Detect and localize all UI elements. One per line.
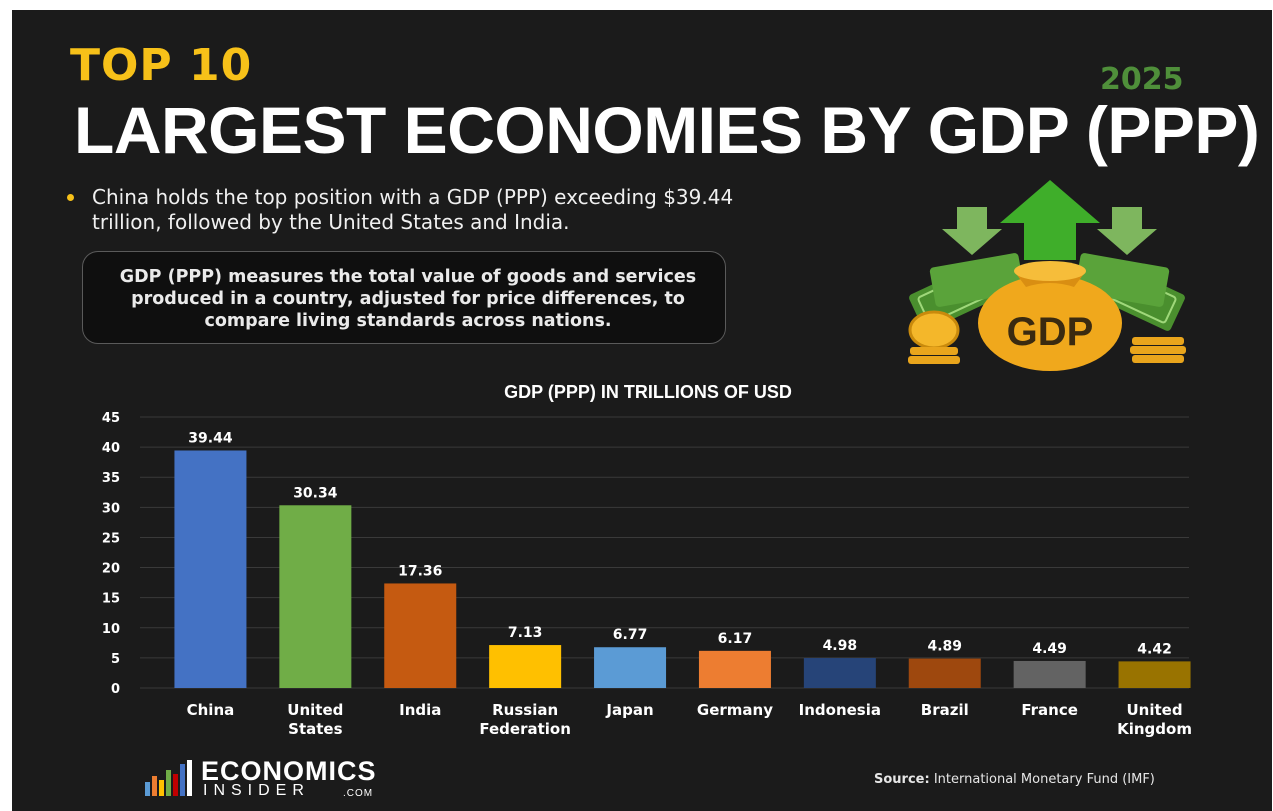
x-tick-label-line: United [287, 701, 343, 719]
x-tick-label-line: States [288, 720, 342, 738]
bar [489, 645, 562, 688]
definition-box [82, 251, 726, 344]
bar-value-label: 4.49 [1032, 641, 1067, 657]
source-label: Source: [874, 772, 930, 787]
x-tick-label-line: Germany [697, 701, 773, 719]
kicker-title: TOP 10 [70, 40, 253, 91]
y-tick-label: 0 [111, 682, 120, 697]
bar-value-label: 4.42 [1137, 641, 1172, 657]
bar [803, 658, 876, 688]
x-tick-label: Indonesia [799, 701, 881, 719]
x-tick-label: Brazil [921, 701, 969, 719]
x-tick-label-line: France [1021, 701, 1078, 719]
data-labels: 39.44 30.34 17.36 7.13 6.77 6.17 4.98 4.89 4.49 4… [188, 430, 1172, 657]
bar [384, 583, 457, 688]
bar [698, 650, 771, 688]
logo-wordmark-insider: INSIDER [203, 782, 310, 799]
bag-label: GDP [1007, 310, 1094, 354]
x-tick-label-line: Indonesia [799, 701, 881, 719]
x-tick-label: United States [287, 701, 343, 738]
bar-chart: GDP (PPP) IN TRILLIONS OF USD 0 5 10 15 20 25… [102, 382, 1192, 738]
logo-wordmark-domain: .COM [343, 788, 374, 799]
bar-value-label: 4.98 [823, 638, 858, 654]
bar [594, 647, 667, 688]
page-title: LARGEST ECONOMIES BY GDP (PPP) [74, 93, 1260, 167]
gdp-illustration: GDP [908, 180, 1186, 371]
y-tick-label: 25 [102, 531, 120, 546]
y-tick-label: 15 [102, 592, 120, 607]
x-tick-label-line: Brazil [921, 701, 969, 719]
y-tick-label: 40 [102, 441, 120, 456]
y-tick-label: 45 [102, 411, 120, 426]
x-tick-label-line: Japan [605, 701, 653, 719]
bar-value-label: 6.77 [613, 627, 648, 643]
x-tick-label-line: Kingdom [1117, 720, 1192, 738]
x-tick-label-line: United [1127, 701, 1183, 719]
y-tick-label: 20 [102, 562, 120, 577]
year-label: 2025 [1100, 62, 1184, 97]
y-tick-label: 5 [111, 652, 120, 667]
intro-bullet-text: China holds the top position with a GDP … [92, 185, 734, 234]
x-tick-label-line: Federation [479, 720, 571, 738]
chart-title: GDP (PPP) IN TRILLIONS OF USD [504, 382, 792, 402]
y-tick-label: 35 [102, 471, 120, 486]
x-tick-label: Russian Federation [479, 701, 571, 738]
bar-value-label: 7.13 [508, 625, 543, 641]
x-tick-label: Germany [697, 701, 773, 719]
bar [279, 505, 352, 688]
bullet-dot-icon [67, 194, 74, 201]
source-note: Source: International Monetary Fund (IMF… [874, 772, 1155, 787]
x-tick-label-line: Russian [492, 701, 558, 719]
y-tick-label: 10 [102, 622, 120, 637]
x-tick-label-line: China [187, 701, 235, 719]
x-tick-label: United Kingdom [1117, 701, 1192, 738]
y-tick-label: 30 [102, 501, 120, 516]
bar-value-label: 4.89 [927, 639, 962, 655]
economics-insider-logo-icon [145, 760, 192, 796]
bar-value-label: 17.36 [398, 563, 442, 579]
y-axis: 0 5 10 15 20 25 30 35 40 45 [102, 411, 120, 697]
definition-text: GDP (PPP) measures the total value of go… [119, 267, 697, 331]
x-tick-label: China [187, 701, 235, 719]
x-tick-label: India [399, 701, 441, 719]
source-text: International Monetary Fund (IMF) [933, 772, 1155, 787]
x-tick-label-line: India [399, 701, 441, 719]
money-bag-icon: GDP [978, 261, 1122, 371]
bar [1013, 660, 1086, 688]
up-arrow-icon [942, 180, 1157, 260]
bar [174, 450, 247, 688]
infographic-panel: TOP 10 2025 LARGEST ECONOMIES BY GDP (PP… [12, 10, 1272, 811]
logo-wordmark-economics: ECONOMICS [201, 756, 377, 786]
coin-stack-icon [908, 310, 1186, 364]
x-tick-label: Japan [605, 701, 653, 719]
bar-value-label: 39.44 [188, 430, 233, 446]
bar-series [174, 450, 1191, 688]
bar-value-label: 6.17 [718, 631, 753, 647]
x-tick-label: France [1021, 701, 1078, 719]
bar [908, 658, 981, 688]
bar [1118, 661, 1191, 688]
bar-value-label: 30.34 [293, 485, 338, 501]
